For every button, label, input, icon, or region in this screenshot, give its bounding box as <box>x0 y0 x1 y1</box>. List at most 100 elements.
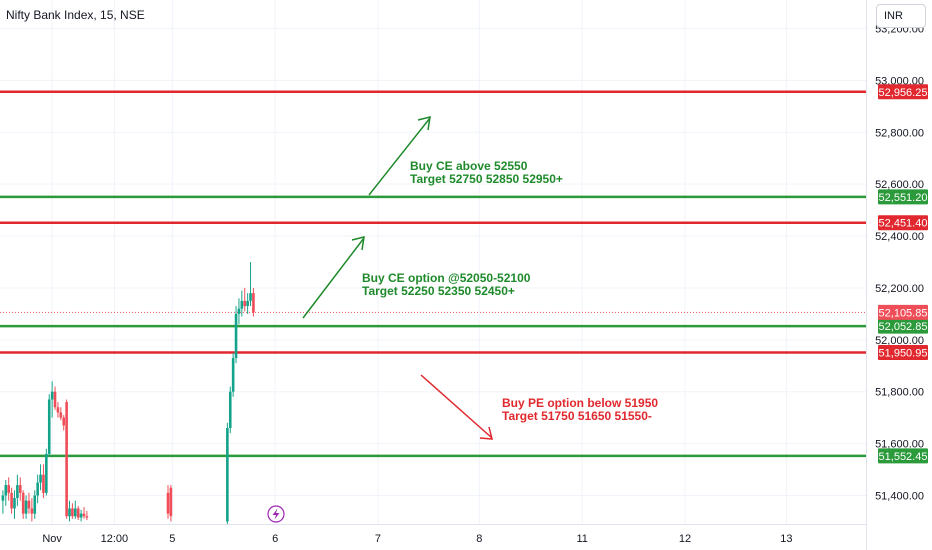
candle-body <box>42 474 45 493</box>
candle-up <box>45 448 48 496</box>
candle-body <box>62 417 66 426</box>
candle-body <box>18 485 22 493</box>
y-tick-label: 51,400.00 <box>875 490 924 502</box>
candle-up <box>231 352 235 397</box>
y-tick-label: 52,600.00 <box>875 179 924 191</box>
level-tag-bg <box>878 215 928 231</box>
candle-up <box>16 474 19 506</box>
level-tag: 52,451.40 <box>879 218 928 230</box>
candle-up <box>36 474 39 504</box>
candle-body <box>79 513 83 518</box>
candle-up <box>33 490 37 519</box>
candle-down <box>76 505 80 521</box>
candle-body <box>50 391 54 400</box>
candle-up <box>249 262 252 307</box>
candle-body <box>231 357 235 392</box>
candle-up <box>246 293 249 314</box>
candle-up <box>47 394 51 457</box>
x-tick-label: 12:00 <box>101 533 129 545</box>
candle-down <box>56 402 60 418</box>
level-tag: 52,052.85 <box>879 321 928 333</box>
candle-body <box>39 474 42 483</box>
annotation-ce-option: Buy CE option @52050-52100 Target 52250 … <box>362 272 530 298</box>
candle-up <box>234 306 238 364</box>
candle-body <box>68 508 71 517</box>
candle-body <box>237 308 241 314</box>
price-axis[interactable]: 51,400.00 51,600.00 51,800.00 52,000.00 52,2… <box>866 0 929 550</box>
annotation-pe-option: Buy PE option below 51950 Target 51750 5… <box>502 397 658 423</box>
candle-body <box>74 508 77 517</box>
annotation-line: Target 52250 52350 52450+ <box>362 284 515 298</box>
candle-body <box>13 498 16 509</box>
annotation-line: Buy PE option below 51950 <box>502 396 659 410</box>
candle-body <box>59 412 63 418</box>
annotation-line: Target 52750 52850 52950+ <box>410 172 563 186</box>
candle-down <box>10 487 13 514</box>
candle-down <box>21 490 25 519</box>
x-tick-label: 12 <box>679 533 691 545</box>
last-price-tag-bg <box>878 304 928 320</box>
candle-up <box>228 386 232 434</box>
candle-up <box>24 495 28 519</box>
level-tag-bg <box>878 84 928 100</box>
level-tag-bg <box>878 345 928 361</box>
x-tick-label: 7 <box>375 533 381 545</box>
candle-up <box>226 422 229 524</box>
candle-down <box>85 511 89 521</box>
candle-body <box>249 293 252 301</box>
time-axis[interactable]: Nov 12:00 5 6 7 8 11 12 13 <box>0 524 866 546</box>
x-tick-label: 8 <box>476 533 482 545</box>
candle-down <box>30 498 34 522</box>
candle-body <box>246 300 249 307</box>
candle-body <box>65 402 68 517</box>
candle-down <box>27 492 31 514</box>
x-tick-label: 6 <box>272 533 278 545</box>
candle-down <box>82 507 86 519</box>
candle-up <box>4 479 8 506</box>
candle-body <box>85 516 89 518</box>
candle-up <box>237 298 241 325</box>
y-tick-label: 52,400.00 <box>875 231 924 243</box>
candle-body <box>226 428 229 522</box>
candle-body <box>21 492 25 514</box>
candle-down <box>71 503 74 519</box>
candle-body <box>166 492 170 514</box>
candle-body <box>27 500 31 509</box>
horizontal-levels <box>0 90 866 458</box>
candle-down <box>252 287 255 317</box>
currency-selector[interactable]: INR <box>876 4 926 28</box>
level-tag: 51,552.45 <box>879 451 928 463</box>
chart-title: Nifty Bank Index, 15, NSE <box>6 8 145 22</box>
candle-up <box>240 290 244 317</box>
level-tag: 52,551.20 <box>879 192 928 204</box>
annotation-line: Target 51750 51650 51550- <box>502 409 652 423</box>
candle-body <box>71 508 74 517</box>
candle-down <box>62 415 66 431</box>
candle-up <box>1 490 5 514</box>
candle-body <box>53 391 57 408</box>
lightning-icon[interactable] <box>267 505 285 523</box>
candle-down <box>166 485 170 519</box>
candle-body <box>10 492 13 509</box>
arrow-ce-option <box>302 235 365 319</box>
candle-up <box>50 381 54 418</box>
candle-down <box>243 287 247 312</box>
candle-body <box>82 513 86 517</box>
candle-body <box>36 482 39 496</box>
y-tick-label: 51,800.00 <box>875 387 924 399</box>
level-tag: 51,950.95 <box>879 348 928 360</box>
candle-down <box>18 477 22 501</box>
y-tick-label: 52,800.00 <box>875 127 924 139</box>
last-price-tag: 52,105.85 <box>879 307 928 319</box>
annotation-ce-above: Buy CE above 52550 Target 52750 52850 52… <box>410 160 563 186</box>
x-tick-label: Nov <box>42 533 62 545</box>
candle-up <box>39 464 42 491</box>
level-tag: 52,956.25 <box>879 87 928 99</box>
candle-body <box>169 487 173 517</box>
level-tag-bg <box>878 318 928 334</box>
candle-body <box>243 300 247 307</box>
candle-body <box>16 485 19 499</box>
x-tick-label: 5 <box>169 533 175 545</box>
candle-body <box>1 495 5 501</box>
